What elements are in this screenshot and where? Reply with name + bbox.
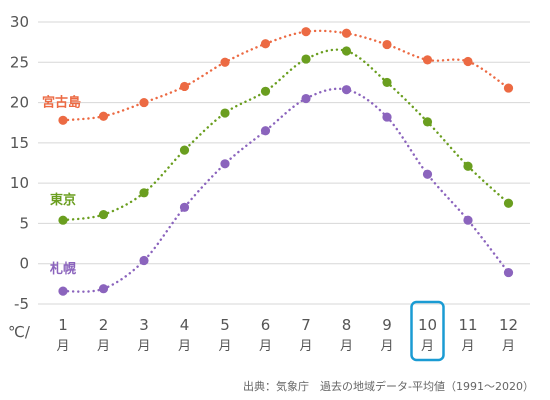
- data-point: [260, 126, 271, 136]
- data-point: [422, 169, 433, 179]
- x-tick-unit: 月: [137, 339, 150, 354]
- series-name-label: 宮古島: [42, 94, 81, 110]
- x-tick-label: 1: [58, 316, 68, 334]
- y-tick-label: 25: [10, 53, 29, 71]
- data-point: [179, 81, 190, 92]
- y-tick-label: 0: [19, 255, 29, 273]
- x-tick-label: 10: [418, 316, 437, 334]
- data-point: [220, 108, 230, 118]
- data-point: [503, 198, 514, 208]
- y-tick-label: -5: [14, 295, 29, 313]
- data-point: [220, 159, 230, 169]
- y-tick-label: 15: [10, 134, 29, 152]
- y-tick-label: 20: [10, 94, 29, 112]
- x-tick-unit: 月: [502, 339, 515, 354]
- data-point: [98, 111, 109, 121]
- data-point: [463, 161, 473, 171]
- data-point: [463, 56, 473, 67]
- x-tick-label: 8: [342, 316, 352, 334]
- source-caption: 出典：気象庁 過去の地域データ-平均値（1991〜2020）: [243, 379, 534, 393]
- x-tick-label: 5: [220, 316, 230, 334]
- data-point: [503, 83, 514, 93]
- x-tick-unit: 月: [97, 339, 110, 354]
- x-tick-label: 2: [99, 316, 109, 334]
- x-tick-unit: 月: [259, 339, 272, 354]
- highlight-box: [410, 300, 445, 362]
- data-point: [260, 86, 271, 96]
- x-axis-tick-labels: 1 月 2 月 3 月 4 月 5 月 6 月 7 月 8 月 9 月 10 月 11 月 12 月: [56, 300, 518, 362]
- x-tick-label: 12: [499, 316, 518, 334]
- series-line: [61, 29, 510, 122]
- data-point: [220, 57, 230, 67]
- data-point: [382, 77, 392, 88]
- x-tick-unit: 月: [340, 339, 353, 354]
- data-point: [382, 112, 392, 122]
- x-tick-unit: 月: [461, 339, 474, 354]
- series-line: [61, 48, 510, 222]
- x-tick-unit: 月: [178, 339, 191, 354]
- x-tick-unit: 月: [421, 339, 434, 354]
- x-tick-label: 3: [139, 316, 149, 334]
- x-tick-unit: 月: [380, 339, 393, 354]
- data-point: [58, 286, 68, 296]
- y-tick-label: 30: [10, 13, 29, 31]
- data-point: [179, 202, 190, 212]
- data-point: [301, 27, 311, 37]
- y-tick-label: 5: [19, 214, 29, 232]
- data-point: [341, 85, 352, 95]
- x-tick-unit: 月: [299, 339, 312, 354]
- series-name-label: 東京: [50, 192, 76, 208]
- data-point: [341, 46, 352, 56]
- series-name-label: 札幌: [49, 261, 76, 277]
- data-point: [139, 255, 149, 266]
- data-point: [382, 39, 392, 50]
- x-tick-label: 4: [180, 316, 190, 334]
- data-point: [422, 55, 433, 65]
- data-point: [98, 209, 109, 220]
- data-point: [503, 267, 514, 278]
- x-tick-unit: 月: [56, 339, 69, 354]
- x-tick-label: 9: [382, 316, 392, 334]
- x-tick-label: 7: [301, 316, 311, 334]
- data-point: [301, 54, 311, 64]
- y-axis-unit-label: ℃/: [8, 323, 31, 341]
- data-point: [341, 28, 352, 38]
- x-tick-label: 6: [261, 316, 271, 334]
- data-point: [422, 117, 433, 127]
- data-point: [260, 39, 271, 49]
- data-point: [98, 284, 109, 294]
- grid-lines: [38, 21, 530, 305]
- y-axis-tick-labels: -5 0 5 10 15 20 25 30: [10, 13, 29, 313]
- data-point: [179, 145, 190, 155]
- series-lines: [58, 27, 514, 296]
- data-point: [58, 115, 68, 125]
- series-line: [61, 87, 510, 293]
- x-tick-label: 11: [458, 316, 477, 334]
- data-point: [139, 97, 149, 108]
- x-tick-unit: 月: [218, 339, 231, 354]
- data-point: [463, 215, 473, 225]
- data-point: [58, 215, 68, 225]
- data-point: [139, 188, 149, 198]
- data-point: [301, 93, 311, 104]
- y-tick-label: 10: [10, 174, 29, 192]
